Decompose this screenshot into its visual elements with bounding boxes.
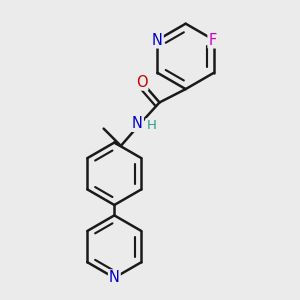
Text: F: F [208, 32, 217, 47]
Text: N: N [152, 32, 163, 47]
Text: N: N [109, 270, 120, 285]
Text: H: H [146, 119, 156, 132]
Text: N: N [132, 116, 143, 131]
Text: O: O [136, 75, 148, 90]
